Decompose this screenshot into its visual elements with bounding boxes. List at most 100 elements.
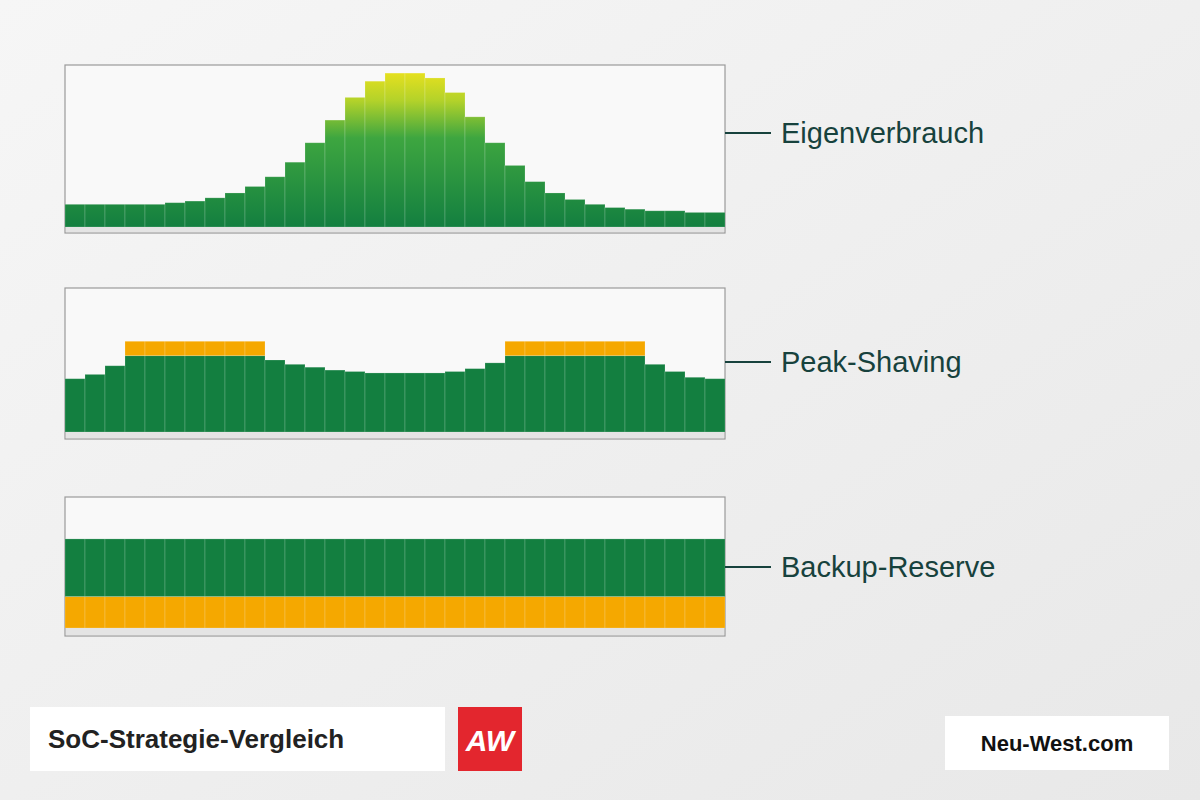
bar — [425, 372, 445, 373]
bar — [425, 373, 445, 432]
bar — [405, 597, 425, 628]
panel-frame — [65, 65, 725, 233]
bar — [565, 597, 585, 628]
bar — [665, 597, 685, 628]
bar — [465, 369, 485, 432]
bars — [65, 73, 725, 227]
bar — [405, 372, 425, 373]
bar-series — [65, 539, 725, 597]
panel-label: Peak-Shaving — [781, 346, 962, 378]
bar — [485, 143, 505, 227]
bar — [165, 203, 185, 227]
bar-series — [125, 341, 645, 355]
bar — [345, 371, 365, 372]
footer-site-box — [945, 716, 1169, 770]
bar — [165, 597, 185, 628]
panel: Eigenverbrauch — [65, 65, 984, 233]
panel-base-strip — [66, 227, 724, 232]
bar — [325, 370, 345, 371]
bar — [505, 597, 525, 628]
bar — [85, 204, 105, 227]
bar — [305, 597, 325, 628]
bar-series — [65, 597, 725, 628]
panel-base-strip — [66, 628, 724, 635]
bar — [705, 539, 725, 597]
bar — [685, 377, 705, 432]
bar — [585, 356, 605, 432]
bar — [645, 211, 665, 227]
panel: Peak-Shaving — [65, 288, 962, 439]
bar — [665, 372, 685, 432]
bar — [705, 379, 725, 432]
bar — [405, 373, 425, 432]
bar — [105, 366, 125, 432]
bar — [205, 356, 225, 432]
bar — [445, 597, 465, 628]
bar — [585, 204, 605, 227]
bar — [325, 597, 345, 628]
bar-series — [65, 356, 725, 432]
bar — [365, 372, 385, 373]
bar — [145, 204, 165, 227]
bar — [545, 539, 565, 597]
bar — [265, 177, 285, 227]
bar — [245, 187, 265, 228]
bar — [85, 374, 105, 432]
bar — [445, 93, 465, 227]
bar — [465, 597, 485, 628]
panel-frame — [65, 497, 725, 636]
bar — [645, 597, 665, 628]
bar — [485, 597, 505, 628]
panel: Backup-Reserve — [65, 497, 995, 636]
bar — [105, 539, 125, 597]
leader-line — [725, 566, 771, 568]
bar — [445, 371, 465, 372]
bar — [465, 117, 485, 227]
bar — [105, 204, 125, 227]
bar — [345, 597, 365, 628]
footer-title: SoC-Strategie-Vergleich — [48, 724, 344, 754]
bar — [185, 539, 205, 597]
leader-line — [725, 361, 771, 363]
footer-site: Neu-West.com — [981, 731, 1133, 756]
bar — [365, 81, 385, 227]
bar — [225, 356, 245, 432]
bar — [165, 539, 185, 597]
bar — [505, 165, 525, 227]
bars — [65, 539, 725, 628]
bar — [645, 364, 665, 365]
bar — [525, 539, 545, 597]
canvas: Eigenverbrauch Peak-Shaving Backup-Reserve… — [0, 0, 1200, 800]
bar — [685, 539, 705, 597]
bar — [125, 341, 145, 355]
bar — [565, 341, 585, 355]
bar — [185, 597, 205, 628]
bar — [185, 201, 205, 227]
bar — [305, 539, 325, 597]
bar — [625, 597, 645, 628]
bar — [705, 212, 725, 227]
bar — [125, 356, 145, 432]
bar — [385, 373, 405, 432]
bar — [605, 597, 625, 628]
bar — [365, 539, 385, 597]
bar — [585, 341, 605, 355]
bar — [65, 379, 85, 432]
bar — [365, 373, 385, 432]
bar — [285, 597, 305, 628]
bar — [705, 378, 725, 379]
bar — [625, 341, 645, 355]
bar — [625, 209, 645, 227]
logo-box — [458, 707, 522, 771]
panel-base-strip — [66, 432, 724, 438]
bar — [665, 211, 685, 227]
bar — [705, 597, 725, 628]
bar — [485, 363, 505, 432]
bar — [85, 597, 105, 628]
bar — [605, 208, 625, 227]
bar — [465, 368, 485, 369]
bar — [685, 597, 705, 628]
bar — [165, 356, 185, 432]
bar — [225, 341, 245, 355]
bar — [285, 539, 305, 597]
